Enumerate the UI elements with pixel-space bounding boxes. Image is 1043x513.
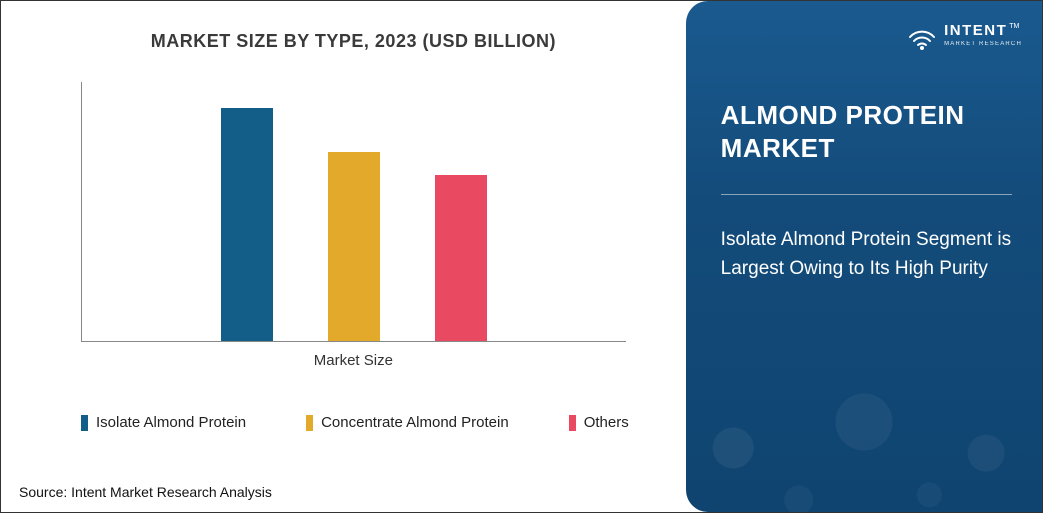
bar-concentrate bbox=[328, 152, 380, 341]
panel-subtitle: Isolate Almond Protein Segment is Larges… bbox=[721, 225, 1012, 284]
panel-divider bbox=[721, 194, 1012, 195]
chart-panel: MARKET SIZE BY TYPE, 2023 (USD BILLION) … bbox=[1, 1, 686, 512]
brand-logo: INTENTTM MARKET RESEARCH bbox=[906, 19, 1022, 51]
legend-item-others: Others bbox=[569, 414, 629, 431]
legend-label-others: Others bbox=[584, 414, 629, 431]
chart-plot-area bbox=[81, 82, 626, 342]
logo-tm: TM bbox=[1009, 23, 1019, 30]
chart-legend: Isolate Almond Protein Concentrate Almon… bbox=[81, 414, 646, 431]
legend-swatch-isolate bbox=[81, 415, 88, 431]
logo-sub-text: MARKET RESEARCH bbox=[944, 41, 1022, 47]
logo-main-text: INTENT bbox=[944, 22, 1007, 39]
legend-label-concentrate: Concentrate Almond Protein bbox=[321, 414, 509, 431]
chart-title: MARKET SIZE BY TYPE, 2023 (USD BILLION) bbox=[61, 31, 646, 52]
source-text: Source: Intent Market Research Analysis bbox=[19, 484, 272, 500]
legend-item-isolate: Isolate Almond Protein bbox=[81, 414, 246, 431]
wifi-globe-icon bbox=[906, 19, 938, 51]
x-axis-label: Market Size bbox=[61, 352, 646, 369]
legend-item-concentrate: Concentrate Almond Protein bbox=[306, 414, 509, 431]
root-container: MARKET SIZE BY TYPE, 2023 (USD BILLION) … bbox=[1, 1, 1042, 512]
info-panel: INTENTTM MARKET RESEARCH ALMOND PROTEIN … bbox=[686, 1, 1042, 512]
bars-row bbox=[82, 82, 626, 341]
logo-text: INTENTTM MARKET RESEARCH bbox=[944, 23, 1022, 47]
legend-label-isolate: Isolate Almond Protein bbox=[96, 414, 246, 431]
panel-title: ALMOND PROTEIN MARKET bbox=[721, 99, 1012, 164]
legend-swatch-concentrate bbox=[306, 415, 313, 431]
bar-isolate bbox=[221, 108, 273, 341]
bar-others bbox=[435, 175, 487, 341]
legend-swatch-others bbox=[569, 415, 576, 431]
